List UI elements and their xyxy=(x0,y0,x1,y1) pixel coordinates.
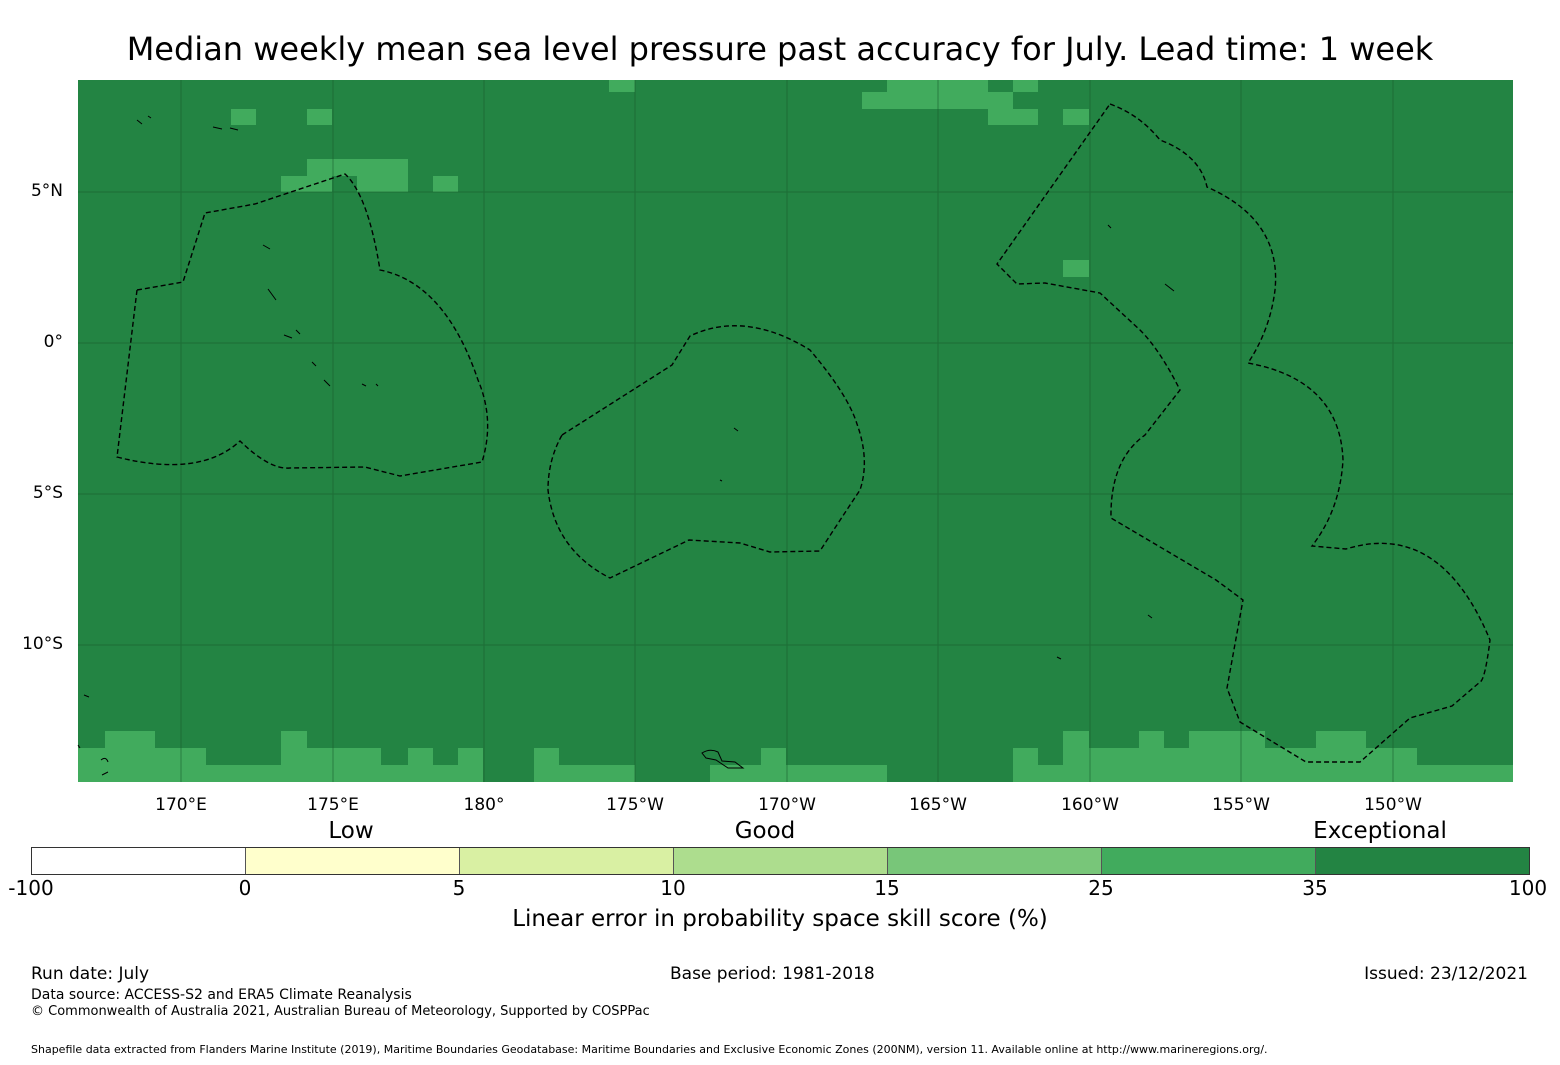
run-date: Run date: July xyxy=(31,964,150,984)
legend-category-exceptional: Exceptional xyxy=(1313,818,1447,844)
colorbar-segment xyxy=(32,848,246,874)
eez-boundary-kiribati-gilbert xyxy=(116,173,489,477)
colorbar-tick: 10 xyxy=(660,876,686,900)
eez-boundary-kiribati-line xyxy=(996,103,1491,763)
lon-tick-155W: 155°W xyxy=(1212,795,1270,815)
map-title: Median weekly mean sea level pressure pa… xyxy=(126,30,1434,68)
copyright: © Commonwealth of Australia 2021, Austra… xyxy=(31,1004,650,1019)
colorbar-tick: -100 xyxy=(8,876,54,900)
islands xyxy=(77,115,1175,776)
colorbar-segment xyxy=(1316,848,1529,874)
lon-tick-170W: 170°W xyxy=(758,795,816,815)
lat-tick-5S: 5°S xyxy=(32,483,63,503)
lon-tick-150W: 150°W xyxy=(1364,795,1422,815)
issued-date: Issued: 23/12/2021 xyxy=(1364,964,1528,984)
data-source: Data source: ACCESS-S2 and ERA5 Climate … xyxy=(31,987,412,1003)
colorbar-segment xyxy=(674,848,888,874)
colorbar-segment xyxy=(246,848,460,874)
lat-tick-5N: 5°N xyxy=(30,181,63,201)
colorbar-tick: 5 xyxy=(452,876,466,900)
lon-tick-160W: 160°W xyxy=(1061,795,1119,815)
colorbar-segment xyxy=(1102,848,1316,874)
lon-tick-175E: 175°E xyxy=(307,795,359,815)
legend-category-low: Low xyxy=(328,818,374,844)
lon-tick-170E: 170°E xyxy=(155,795,207,815)
colorbar-tick: 0 xyxy=(238,876,252,900)
colorbar xyxy=(31,847,1530,875)
base-period: Base period: 1981-2018 xyxy=(670,964,875,984)
lon-tick-165W: 165°W xyxy=(909,795,967,815)
lon-tick-175W: 175°W xyxy=(606,795,664,815)
colorbar-tick: 25 xyxy=(1088,876,1114,900)
colorbar-segment xyxy=(888,848,1102,874)
eez-boundary-kiribati-phoenix xyxy=(547,325,866,579)
legend-category-good: Good xyxy=(734,818,796,844)
map-background xyxy=(78,80,1513,782)
graticule xyxy=(78,80,1513,782)
lat-tick-10S: 10°S xyxy=(22,634,63,654)
colorbar-tick: 15 xyxy=(874,876,900,900)
colorbar-tick: 35 xyxy=(1302,876,1328,900)
lon-tick-180: 180° xyxy=(463,795,505,815)
lat-tick-0: 0° xyxy=(43,332,63,352)
colorbar-segment xyxy=(460,848,674,874)
colorbar-label: Linear error in probability space skill … xyxy=(512,906,1048,932)
colorbar-tick: 100 xyxy=(1508,876,1548,900)
shapefile-credit: Shapefile data extracted from Flanders M… xyxy=(31,1043,1268,1056)
eez-boundaries xyxy=(116,103,1491,763)
